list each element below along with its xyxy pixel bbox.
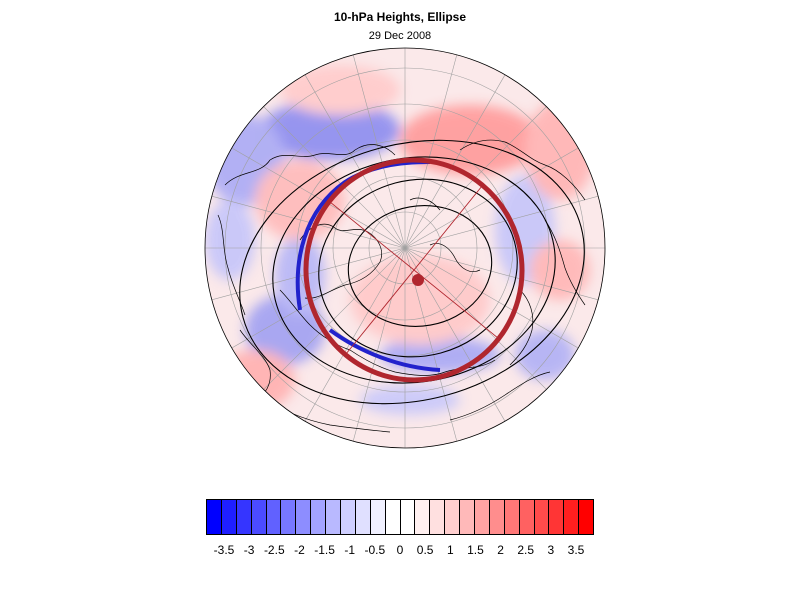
colorbar-cell	[415, 500, 431, 534]
colorbar-label: -1.5	[314, 543, 335, 557]
ellipse-minor-axis	[346, 186, 482, 354]
colorbar-label: 1	[446, 543, 454, 557]
anomaly-positive-region	[525, 100, 595, 200]
colorbar-cell	[534, 500, 550, 534]
colorbar-label: -2.5	[263, 543, 285, 557]
colorbar-label: 2.5	[517, 543, 535, 557]
colorbar-cell	[266, 500, 282, 534]
colorbar-cell	[549, 500, 565, 534]
colorbar-label: -3.5	[213, 543, 235, 557]
anomaly-negative-region	[275, 235, 325, 315]
colorbar-cell	[311, 500, 327, 534]
ellipse-blue-edge	[328, 328, 441, 372]
colorbar-cell	[281, 500, 297, 534]
anomaly-negative-region	[260, 100, 400, 160]
colorbar-labels: -3.5 -3 -2.5 -2 -1.5 -1 -0.5 0 0.5 1 1.5 2 2.5 3 3.5	[0, 543, 800, 561]
chart-subtitle: 29 Dec 2008	[368, 30, 432, 42]
colorbar	[206, 499, 594, 535]
colorbar-cell	[489, 500, 505, 534]
colorbar-cell	[445, 500, 461, 534]
anomaly-positive-region	[280, 65, 400, 115]
vortex-ellipse	[303, 157, 525, 383]
colorbar-cell	[236, 500, 252, 534]
colorbar-cell	[430, 500, 446, 534]
ellipse-blue-edge	[295, 160, 431, 311]
colorbar-cell	[579, 500, 594, 534]
colorbar-cell	[355, 500, 371, 534]
vortex-ellipse-outline	[303, 157, 525, 383]
map-border	[204, 47, 606, 449]
anomaly-positive-region	[530, 240, 590, 300]
height-contour	[347, 205, 493, 327]
colorbar-label: -2	[294, 543, 305, 557]
graticule	[205, 48, 605, 448]
colorbar-cell	[251, 500, 267, 534]
colorbar-cell	[385, 500, 401, 534]
colorbar-cell	[326, 500, 342, 534]
anomaly-positive-region	[400, 105, 540, 175]
height-contour	[318, 178, 518, 358]
anomaly-positive-region	[350, 255, 490, 345]
colorbar-cell	[207, 500, 222, 534]
colorbar-cell	[221, 500, 237, 534]
colorbar-cell	[519, 500, 535, 534]
colorbar-label: 0.5	[416, 543, 434, 557]
colorbar-cell	[341, 500, 356, 534]
colorbar-cell	[564, 500, 580, 534]
colorbar-cell	[475, 500, 490, 534]
anomaly-field	[205, 65, 595, 415]
height-contour	[239, 139, 585, 405]
anomaly-positive-region	[255, 160, 345, 240]
colorbar-label: 3.5	[567, 543, 585, 557]
colorbar-label: -0.5	[364, 543, 386, 557]
colorbar-cell	[296, 500, 312, 534]
colorbar-cell	[504, 500, 520, 534]
ellipse-center-marker	[412, 274, 424, 286]
colorbar-label: 1.5	[467, 543, 484, 557]
chart-title: 10-hPa Heights, Ellipse	[333, 10, 467, 24]
colorbar-label: 2	[497, 543, 504, 557]
colorbar-label: -1	[344, 543, 356, 557]
colorbar-cell	[460, 500, 476, 534]
colorbar-label: 3	[547, 543, 555, 557]
colorbar-cell	[370, 500, 386, 534]
anomaly-negative-region	[515, 330, 575, 380]
anomaly-negative-region	[360, 385, 460, 415]
colorbar-cell	[400, 500, 416, 534]
colorbar-label: 0	[396, 543, 404, 557]
anomaly-negative-region	[205, 200, 255, 280]
colorbar-label: -3	[243, 543, 255, 557]
